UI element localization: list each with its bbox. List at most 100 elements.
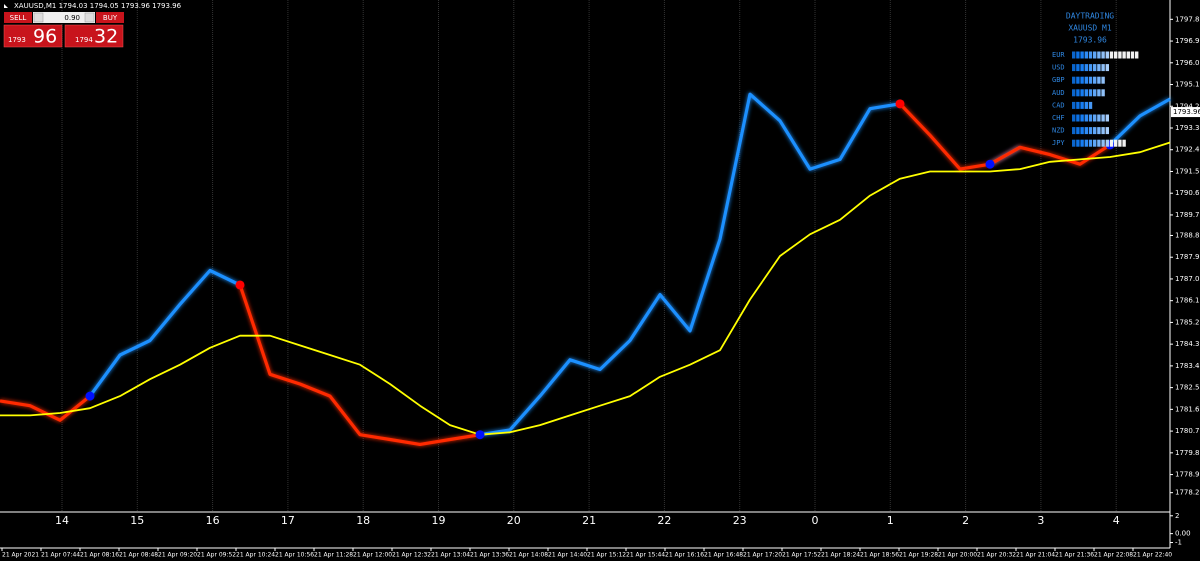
strength-cell: [1080, 64, 1084, 72]
buy-price-box[interactable]: [64, 24, 124, 48]
y-tick-label: 1784.35: [1175, 340, 1200, 348]
strength-cell: [1076, 114, 1080, 122]
strength-cell: [1093, 76, 1097, 84]
sub-y-tick-label: 0.00: [1175, 530, 1191, 538]
time-label: 21 Apr 21:36: [1055, 552, 1094, 559]
strength-bar: [1072, 101, 1093, 109]
strength-cell: [1080, 139, 1084, 147]
y-tick-label: 1790.60: [1175, 189, 1200, 197]
strength-cell: [1097, 89, 1101, 97]
sub-y-tick-label: 2: [1175, 512, 1179, 520]
lot-up[interactable]: [84, 12, 95, 23]
strength-cell: [1130, 51, 1135, 59]
time-label: 21 Apr 13:04: [431, 552, 470, 559]
strength-cell: [1076, 64, 1080, 72]
time-label: 21 Apr 13:36: [470, 552, 509, 559]
strength-cell: [1101, 89, 1105, 97]
time-label: 21 Apr 10:24: [236, 552, 275, 559]
time-label: 21 Apr 21:04: [1016, 552, 1055, 559]
sell-label: SELL: [10, 14, 27, 22]
strength-cell: [1076, 139, 1080, 147]
sell-price-big: 1793: [8, 36, 26, 44]
y-tick-label: 1778.20: [1175, 489, 1200, 497]
grid: [61, 0, 1117, 512]
strength-bar: [1072, 114, 1109, 122]
strength-cell: [1105, 51, 1109, 59]
strength-cell: [1109, 51, 1114, 59]
time-label: 21 Apr 16:48: [704, 552, 743, 559]
time-label: 21 Apr 09:52: [197, 552, 236, 559]
strength-cell: [1097, 64, 1101, 72]
hour-label: 23: [733, 514, 747, 527]
strength-cell: [1097, 127, 1101, 135]
strength-cell: [1135, 51, 1139, 59]
strength-cell: [1105, 114, 1109, 122]
strength-cell: [1097, 51, 1101, 59]
hour-label: 15: [130, 514, 144, 527]
hour-label: 2: [962, 514, 969, 527]
hour-label: 21: [582, 514, 596, 527]
time-label: 21 Apr 15:44: [626, 552, 665, 559]
time-label: 21 Apr 20:32: [977, 552, 1016, 559]
time-label: 21 Apr 20:00: [938, 552, 977, 559]
y-tick-label: 1792.40: [1175, 146, 1200, 154]
currency-label: CHF: [1052, 114, 1065, 122]
strength-cell: [1084, 76, 1088, 84]
price-tag-label: 1793.96: [1173, 108, 1200, 116]
time-label: 21 Apr 22:08: [1094, 552, 1133, 559]
y-tick-label: 1778.95: [1175, 471, 1200, 479]
strength-bar: [1072, 76, 1105, 84]
hour-label: 18: [356, 514, 370, 527]
lot-input[interactable]: [33, 12, 95, 23]
y-tick-label: 1780.75: [1175, 427, 1200, 435]
strength-cell: [1088, 76, 1093, 84]
strength-cell: [1072, 89, 1076, 97]
strength-cell: [1084, 139, 1088, 147]
signal-dot: [475, 430, 485, 440]
strength-cell: [1080, 101, 1084, 109]
strength-cell: [1076, 76, 1080, 84]
time-label: 21 Apr 18:24: [821, 552, 860, 559]
strength-bar: [1072, 64, 1109, 72]
sell-price-box[interactable]: [3, 24, 63, 48]
collapse-icon[interactable]: [4, 4, 8, 8]
currency-label: JPY: [1052, 139, 1065, 147]
y-tick-label: 1791.50: [1175, 167, 1200, 175]
axes: 1797.801796.901796.001795.101794.201793.…: [1, 15, 1200, 559]
strength-cell: [1080, 114, 1084, 122]
hour-label: 17: [281, 514, 295, 527]
panel-subtitle: XAUUSD M1: [1068, 24, 1112, 33]
hour-label: 3: [1037, 514, 1044, 527]
strength-cell: [1084, 101, 1088, 109]
buy-button[interactable]: [96, 12, 124, 23]
currency-label: CAD: [1052, 101, 1065, 109]
panel-title: DAYTRADING: [1066, 12, 1114, 21]
strength-cell: [1109, 139, 1114, 147]
time-label: 21 Apr 17:52: [782, 552, 821, 559]
strength-cell: [1101, 51, 1105, 59]
strength-cell: [1076, 89, 1080, 97]
strength-cell: [1093, 139, 1097, 147]
time-label: 21 Apr 09:20: [158, 552, 197, 559]
strength-cell: [1093, 114, 1097, 122]
time-label: 21 Apr 11:28: [314, 552, 353, 559]
time-label: 21 Apr 08:16: [80, 552, 119, 559]
time-label: 21 Apr 10:56: [275, 552, 314, 559]
strength-cell: [1076, 101, 1080, 109]
strength-cell: [1093, 51, 1097, 59]
time-label: 21 Apr 2021: [2, 552, 39, 559]
sell-button[interactable]: [4, 12, 32, 23]
buy-label: BUY: [103, 14, 118, 22]
buy-price-big: 1794: [75, 36, 93, 44]
strength-cell: [1105, 127, 1109, 135]
strength-cell: [1126, 51, 1130, 59]
y-tick-label: 1795.10: [1175, 81, 1200, 89]
lot-down[interactable]: [33, 12, 44, 23]
strength-cell: [1101, 64, 1105, 72]
strength-cell: [1072, 114, 1076, 122]
strength-cell: [1088, 64, 1093, 72]
strength-cell: [1114, 51, 1118, 59]
strength-cell: [1072, 127, 1076, 135]
hour-label: 1: [887, 514, 894, 527]
